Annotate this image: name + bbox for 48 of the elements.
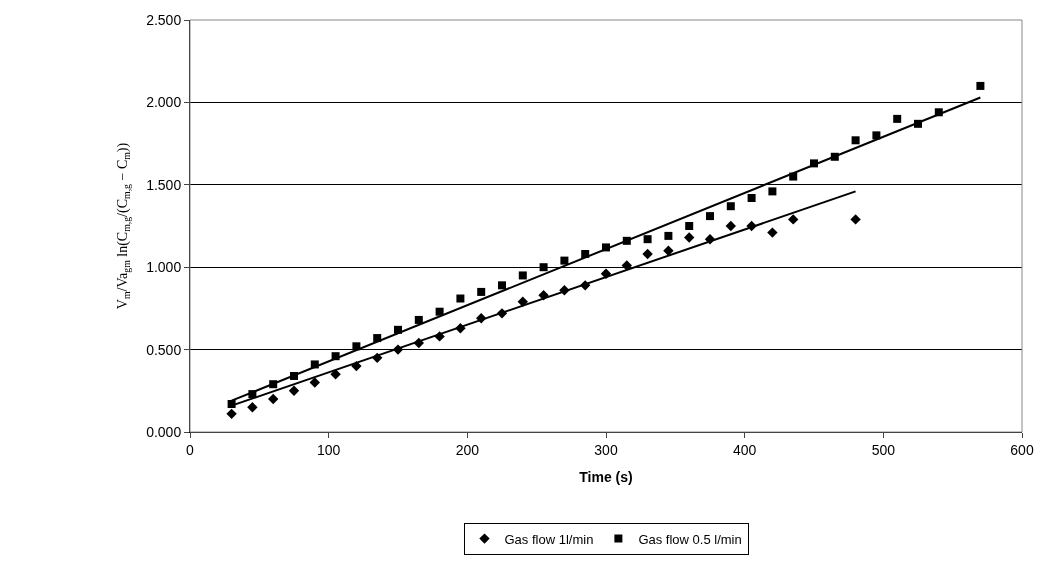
x-tick-label: 0 <box>186 441 195 458</box>
y-tick-label: 1.500 <box>146 176 182 193</box>
point <box>976 81 985 90</box>
point <box>477 287 486 296</box>
point <box>768 187 777 196</box>
point <box>517 296 528 308</box>
x-tick-label: 600 <box>1010 441 1034 458</box>
point <box>850 214 861 225</box>
point <box>706 212 714 221</box>
point <box>872 131 881 140</box>
point <box>767 227 778 238</box>
x-axis-title: Time (s) <box>579 469 633 486</box>
x-tick-label: 300 <box>594 441 618 458</box>
x-tick-label: 500 <box>871 441 896 458</box>
y-tick-label: 2.000 <box>146 94 182 111</box>
point <box>893 114 902 123</box>
point <box>664 231 673 240</box>
point <box>685 222 694 230</box>
point <box>539 263 548 272</box>
point <box>560 256 569 265</box>
point <box>726 202 735 211</box>
y-tick-label: 1.000 <box>146 259 182 276</box>
point <box>642 248 653 260</box>
point <box>414 315 423 324</box>
point <box>725 220 736 232</box>
point <box>643 235 652 244</box>
point <box>788 214 799 225</box>
x-tick-label: 200 <box>455 441 480 458</box>
y-tick-label: 2.500 <box>146 11 182 28</box>
point <box>288 385 300 396</box>
point <box>309 377 320 388</box>
point <box>268 393 279 405</box>
y-tick-label: 0.500 <box>146 341 182 358</box>
point <box>330 369 341 380</box>
y-tick-label: 0.000 <box>146 423 182 440</box>
point <box>663 245 674 256</box>
point <box>747 193 756 202</box>
legend-label: Gas flow 1l/min <box>504 531 594 547</box>
x-tick-label: 400 <box>732 441 757 458</box>
point <box>518 271 527 280</box>
point <box>684 232 695 243</box>
x-tick-label: 100 <box>316 441 341 458</box>
legend-label: Gas flow 0.5 l/min <box>638 531 742 547</box>
point <box>851 136 860 145</box>
point <box>498 281 506 290</box>
point <box>456 294 465 303</box>
point <box>247 402 258 413</box>
point <box>226 408 237 420</box>
